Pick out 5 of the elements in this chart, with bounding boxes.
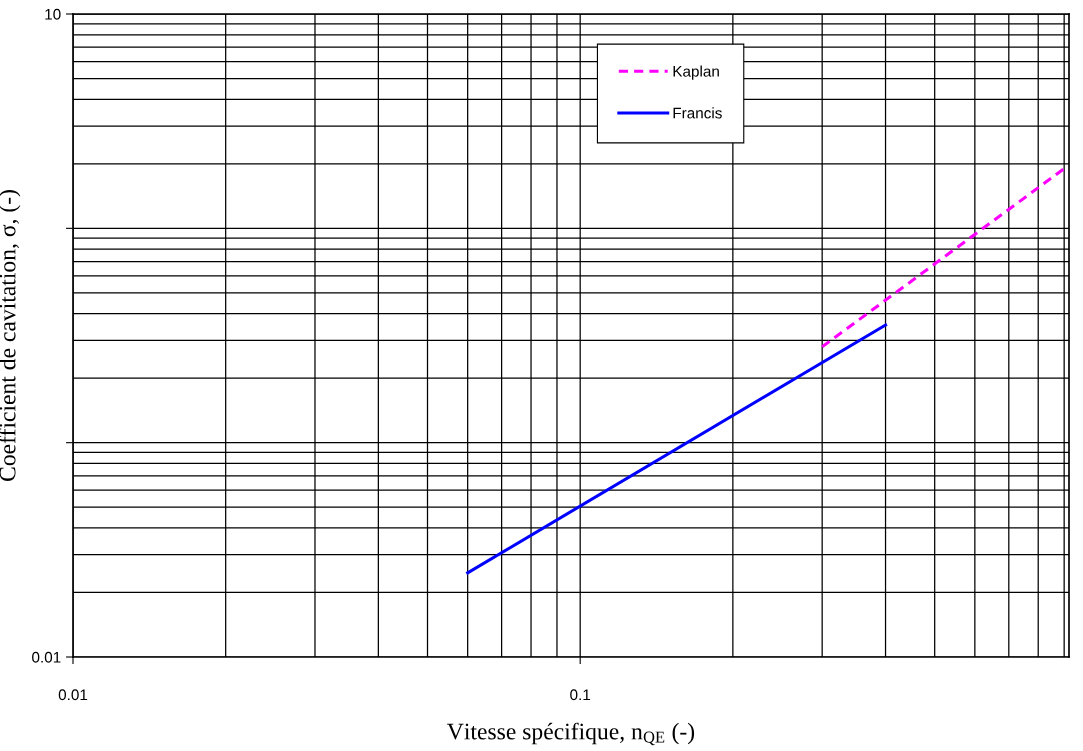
x-axis-title: Vitesse spécifique, n$_{QE}$ (-) (447, 722, 695, 746)
y-tick-label: 10 (45, 8, 61, 20)
legend-label: Kaplan (673, 65, 719, 80)
legend-label: Francis (673, 107, 722, 119)
x-tick-label: 0.1 (570, 689, 591, 701)
